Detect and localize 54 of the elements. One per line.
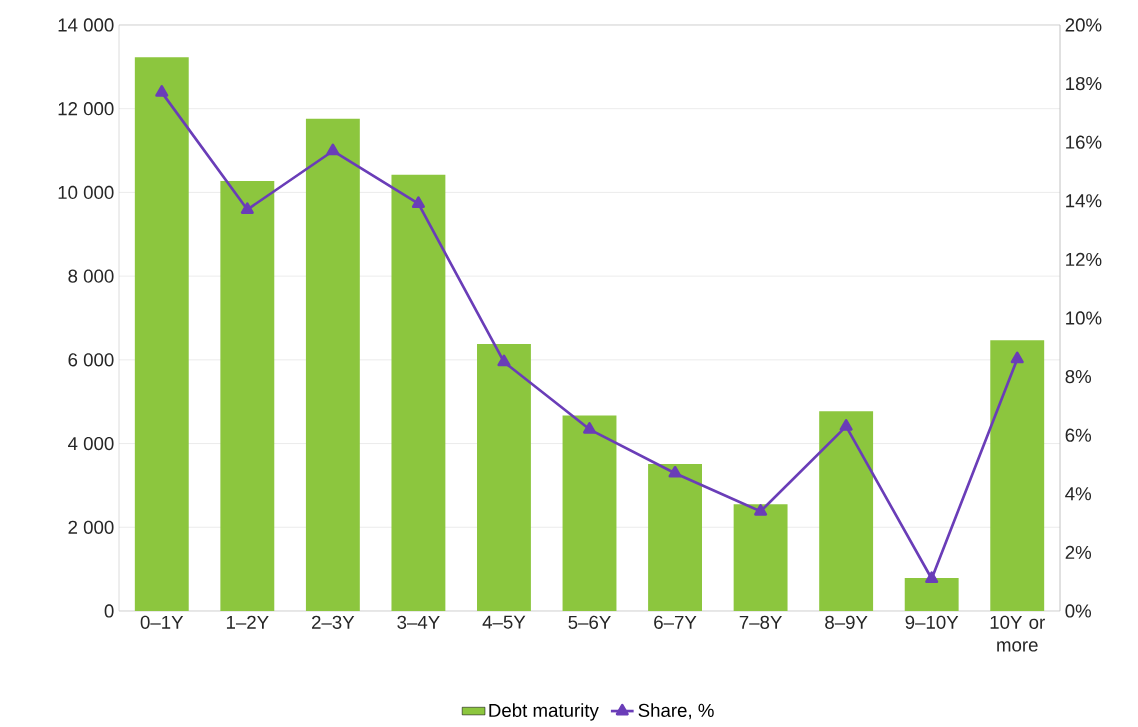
point — [668, 465, 682, 478]
x-tick-label: 9–10Y — [905, 615, 959, 629]
point — [155, 85, 169, 97]
y-tick-label: 10 000 — [58, 185, 114, 200]
y2-tick-label: 18% — [1066, 76, 1102, 91]
y-tick-label: 12 000 — [58, 102, 114, 116]
x-tick-label: 3–4Y — [397, 615, 440, 629]
bar — [819, 411, 874, 611]
y2-tick-label: 6% — [1065, 428, 1092, 442]
point — [326, 143, 340, 156]
bar — [562, 415, 617, 611]
x-tick-label: 4–5Y — [482, 615, 526, 629]
bar — [134, 57, 189, 611]
x-tick-label: 7–8Y — [739, 615, 782, 629]
point — [839, 419, 853, 431]
legend-label: Share, % — [638, 703, 714, 720]
point — [240, 202, 254, 214]
point — [497, 354, 511, 367]
y2-tick-label: 4% — [1065, 487, 1092, 501]
y-tick-label: 6 000 — [68, 353, 114, 367]
y-tick-label: 2 000 — [68, 520, 114, 534]
x-tick-label: 2–3Y — [312, 615, 355, 629]
y2-tick-label: 20% — [1065, 18, 1102, 32]
bar — [733, 504, 788, 611]
y2-tick-label: 10% — [1066, 311, 1102, 325]
bar — [990, 340, 1045, 611]
point — [582, 421, 597, 434]
y2-tick-label: 0% — [1065, 604, 1092, 618]
point — [1010, 351, 1024, 364]
bar — [391, 174, 446, 611]
x-tick-label: 10Y or more — [990, 615, 1045, 652]
bar — [220, 181, 275, 611]
y2-tick-label: 8% — [1065, 369, 1092, 384]
y2-tick-label: 12% — [1066, 252, 1102, 266]
y-tick-label: 4 000 — [68, 436, 114, 451]
x-tick-label: 8–9Y — [825, 615, 868, 629]
bar — [648, 464, 702, 611]
y2-tick-label: 16% — [1066, 135, 1102, 149]
point — [925, 571, 939, 584]
x-tick-label: 5–6Y — [568, 615, 611, 629]
x-tick-label: 0–1Y — [140, 615, 184, 629]
x-tick-label: 1–2Y — [226, 615, 269, 629]
bar — [904, 577, 959, 611]
y-tick-label: 0 — [104, 604, 114, 618]
bar — [477, 343, 531, 611]
y2-tick-label: 14% — [1066, 194, 1102, 208]
x-tick-label: 6–7Y — [654, 615, 697, 629]
y2-tick-label: 2% — [1065, 545, 1092, 559]
y-tick-label: 14 000 — [58, 18, 114, 32]
point — [411, 196, 425, 209]
y-tick-label: 8 000 — [68, 269, 114, 283]
legend-label: Debt maturity — [489, 703, 599, 721]
point — [754, 504, 768, 516]
bar — [305, 118, 360, 611]
